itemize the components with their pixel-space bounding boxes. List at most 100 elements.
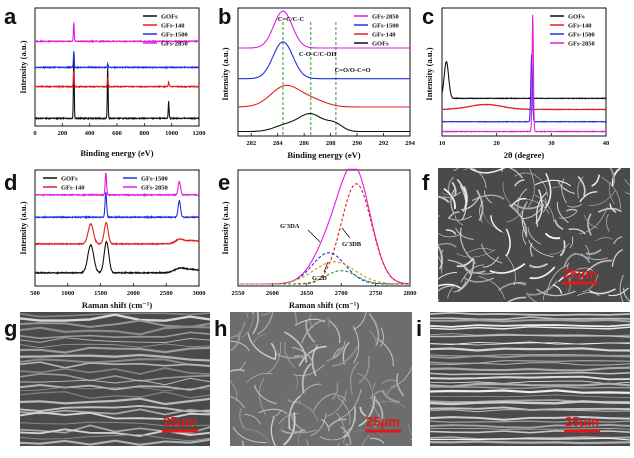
sem-ridge	[476, 189, 484, 222]
sem-texture	[230, 312, 412, 446]
sem-ridge	[502, 181, 518, 210]
sem-ridge	[521, 201, 528, 236]
sem-ridge	[529, 266, 556, 280]
sem-ridge	[609, 203, 617, 213]
sem-ridge	[546, 264, 569, 296]
sem-ridge	[381, 379, 396, 385]
sem-ridge	[505, 228, 511, 257]
panel-d-xlabel: Raman shift (cm⁻¹)	[82, 300, 152, 310]
sem-ridge	[480, 243, 503, 264]
sem-ridge	[463, 276, 495, 283]
panel-b-xtick-label: 284	[273, 140, 284, 147]
sem-ridge	[371, 382, 379, 416]
sem-layer	[430, 415, 630, 421]
panel-e-xtick-label: 2700	[335, 290, 348, 297]
legend-label: GFs-140	[61, 185, 84, 192]
panel-a-series-gfs-1500	[34, 51, 200, 70]
sem-ridge	[241, 312, 255, 339]
panel-e-xlabel: Raman shift (cm⁻¹)	[289, 300, 359, 310]
scale-bar-label-f: 25μm	[563, 266, 597, 281]
sem-ridge	[375, 399, 384, 423]
sem-layer	[430, 436, 630, 441]
panel-label-e: e	[218, 170, 230, 195]
panel-b-xtick-label: 288	[326, 140, 337, 147]
sem-ridge	[588, 288, 616, 295]
legend-label: GFs-2850	[161, 41, 188, 48]
sem-layer	[20, 358, 210, 367]
panel-b-series-gfs-1500	[238, 41, 410, 80]
sem-ridge	[319, 434, 351, 441]
sem-ridge	[284, 341, 296, 368]
sem-ridge	[305, 344, 320, 350]
panel-h: h 25μm	[214, 312, 412, 446]
sem-ridge	[276, 352, 310, 359]
sem-ridge	[601, 176, 621, 209]
sem-ridge	[326, 316, 330, 328]
sem-ridge	[490, 215, 502, 233]
sem-ridge	[256, 312, 274, 335]
panel-c: c 10 20 30 40 GOFs GFs-140 GFs-1500 GFs-2850 2θ…	[422, 4, 609, 160]
sem-ridge	[381, 389, 400, 403]
panel-d-series-gfs-2850	[34, 172, 200, 198]
sem-ridge	[283, 412, 296, 446]
sem-layer	[20, 313, 210, 322]
sem-ridge	[469, 168, 506, 174]
panel-e-series-total	[238, 168, 410, 285]
legend-label: GOFs	[161, 14, 178, 21]
sem-ridge	[331, 340, 346, 360]
sem-ridge	[472, 168, 487, 188]
panel-b-annotation: C-O-C/C-OH	[299, 51, 337, 58]
sem-ridge	[349, 361, 360, 395]
panel-label-d: d	[4, 170, 17, 195]
panel-b-series-gfs-2850	[238, 10, 410, 49]
sem-ridge	[529, 242, 534, 257]
sem-ridge	[552, 186, 569, 191]
sem-layer	[430, 347, 630, 352]
panel-b: b 282 284 286 288 290 292 294 GFs-2850 GFs-1500 G…	[218, 4, 416, 160]
sem-ridge	[332, 347, 343, 359]
sem-ridge	[301, 363, 312, 394]
sem-ridge	[438, 215, 440, 218]
sem-layer	[430, 380, 630, 385]
sem-ridge	[544, 232, 561, 240]
panel-label-b: b	[218, 4, 231, 29]
sem-ridge	[440, 249, 444, 264]
sem-ridge	[280, 429, 305, 435]
panel-e-series-g-3db-fit	[238, 183, 410, 285]
sem-ridge	[345, 443, 350, 446]
sem-ridge	[342, 418, 357, 433]
sem-ridge	[438, 284, 454, 292]
panel-e-annotation: G'3DA	[280, 223, 300, 230]
panel-c-xtick-label: 30	[548, 140, 555, 147]
panel-e-frame	[237, 169, 411, 287]
sem-ridge	[244, 413, 261, 425]
sem-ridge	[569, 236, 574, 248]
panel-a-series-gfs-140	[34, 70, 200, 90]
scale-bar-label-h: 25μm	[366, 414, 400, 429]
sem-ridge	[566, 208, 578, 212]
sem-ridge	[573, 252, 591, 264]
sem-ridge	[456, 249, 496, 258]
sem-ridge	[328, 319, 341, 344]
sem-ridge	[230, 380, 238, 402]
sem-ridge	[527, 227, 541, 245]
sem-ridge	[253, 384, 277, 405]
panel-a-xtick-label: 1200	[193, 130, 206, 137]
sem-ridge	[252, 312, 259, 335]
sem-ridge	[310, 413, 327, 437]
panel-label-c: c	[422, 4, 434, 29]
panel-d: d 500 1000 1500 2000 2500 3000 GOFs GFs-140 GFs-…	[4, 169, 206, 310]
sem-layer	[430, 354, 630, 359]
panel-a: a 0 200 400 600 800 1000 1200 GOFs GFs-140 GFs-15…	[4, 4, 206, 158]
sem-ridge	[258, 408, 288, 415]
sem-ridge	[558, 271, 583, 283]
sem-ridge	[478, 276, 505, 300]
sem-ridge	[527, 168, 535, 208]
sem-ridge	[552, 284, 563, 294]
sem-ridge	[288, 395, 301, 430]
sem-ridge	[312, 392, 337, 412]
sem-ridge	[454, 215, 464, 226]
sem-layer	[430, 316, 630, 321]
panel-d-xtick-label: 1500	[94, 290, 107, 297]
sem-ridge	[294, 312, 297, 324]
